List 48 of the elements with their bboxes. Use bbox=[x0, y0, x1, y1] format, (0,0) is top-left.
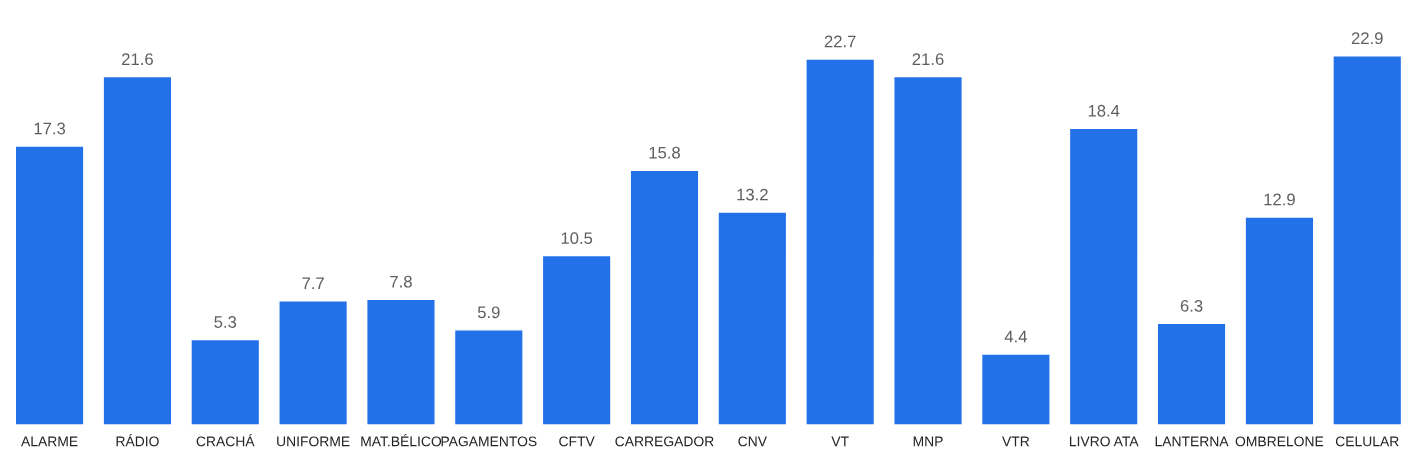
data-label: 21.6 bbox=[122, 53, 153, 66]
x-tick-label: CNV bbox=[738, 436, 767, 447]
bar bbox=[893, 75, 963, 425]
bar bbox=[805, 58, 876, 425]
bar bbox=[629, 169, 700, 425]
bar bbox=[541, 254, 612, 425]
bar bbox=[1332, 55, 1403, 425]
data-label: 22.7 bbox=[824, 35, 856, 48]
data-label: 18.4 bbox=[1088, 104, 1120, 117]
data-label: 7.8 bbox=[390, 275, 412, 288]
x-tick-label: RÁDIO bbox=[116, 434, 159, 447]
data-label: 4.4 bbox=[1004, 330, 1027, 343]
x-tick-label: OMBRELONE bbox=[1235, 436, 1324, 447]
data-label: 21.6 bbox=[912, 53, 944, 66]
x-tick-label: VT bbox=[831, 436, 849, 447]
bar bbox=[980, 353, 1051, 425]
x-tick-label: MAT.BÉLICO bbox=[361, 434, 442, 447]
bar bbox=[1068, 127, 1139, 425]
x-tick-label: VTR bbox=[1002, 436, 1030, 447]
bar bbox=[102, 75, 173, 425]
x-tick-label: CELULAR bbox=[1335, 436, 1399, 447]
bar bbox=[190, 338, 261, 425]
x-tick-label: CRACHÁ bbox=[196, 434, 255, 447]
x-tick-label: UNIFORME bbox=[277, 436, 350, 447]
data-label: 12.9 bbox=[1264, 193, 1295, 206]
data-label: 5.3 bbox=[214, 316, 237, 328]
bar bbox=[366, 298, 436, 425]
x-tick-label: LIVRO ATA bbox=[1069, 436, 1139, 447]
bar bbox=[1244, 216, 1315, 425]
x-tick-label: ALARME bbox=[21, 436, 78, 447]
data-label: 22.9 bbox=[1351, 32, 1383, 45]
x-tick-label: MNP bbox=[913, 436, 943, 447]
data-label: 17.3 bbox=[34, 122, 66, 135]
bar bbox=[717, 211, 788, 425]
bar bbox=[278, 300, 349, 425]
bar bbox=[14, 145, 85, 425]
x-tick-label: LANTERNA bbox=[1155, 436, 1229, 447]
data-label: 13.2 bbox=[737, 188, 768, 201]
data-label: 10.5 bbox=[561, 232, 593, 245]
x-tick-label: CFTV bbox=[559, 436, 595, 447]
bar bbox=[1156, 322, 1227, 425]
data-label: 6.3 bbox=[1180, 299, 1203, 312]
data-label: 5.9 bbox=[477, 306, 500, 319]
data-label: 15.8 bbox=[649, 146, 680, 159]
x-tick-label: CARREGADOR bbox=[615, 436, 714, 447]
data-label: 7.7 bbox=[302, 277, 324, 290]
bar bbox=[453, 329, 524, 425]
x-tick-label: PAGAMENTOS bbox=[441, 436, 537, 447]
